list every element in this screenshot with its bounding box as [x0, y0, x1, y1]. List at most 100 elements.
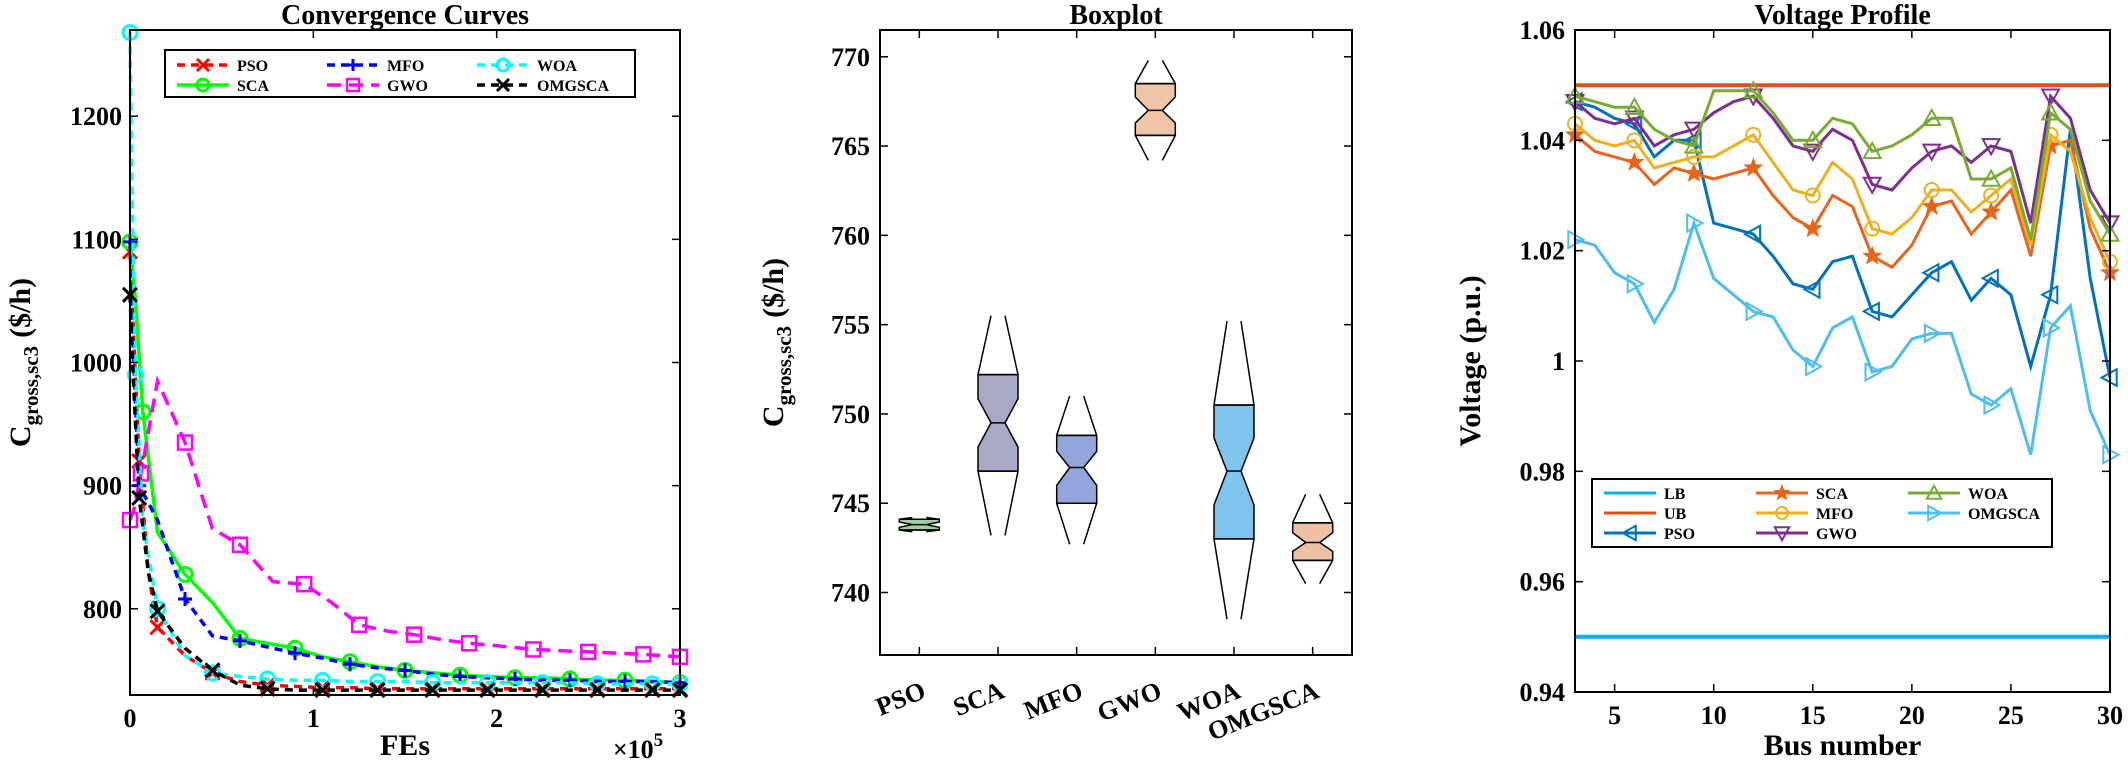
data-point: [398, 663, 412, 678]
data-point: [1981, 138, 2002, 157]
legend-label: UB: [1664, 506, 1687, 523]
chart-title: Boxplot: [1069, 0, 1163, 31]
y-tick-label: 755: [831, 311, 870, 340]
legend-item-sca: SCA: [177, 77, 269, 95]
legend-item-pso: PSO: [1604, 524, 1695, 543]
legend-label: OMGSCA: [1968, 506, 2040, 523]
x-tick-label: 0: [124, 704, 137, 733]
data-point: [1683, 135, 1705, 154]
box-lower-whisker: [1055, 502, 1098, 545]
y-tick-label: 760: [831, 221, 870, 250]
series-line-omgsca: [128, 294, 680, 692]
legend-marker: [495, 77, 511, 93]
data-point: [618, 674, 632, 689]
y-tick-label: 765: [831, 132, 870, 161]
y-tick-label: 1000: [70, 349, 122, 378]
data-point: [149, 619, 166, 636]
data-point: [1745, 126, 1762, 143]
legend-marker: [1773, 526, 1791, 543]
y-tick-label: 750: [831, 400, 870, 429]
legend-marker: [347, 59, 359, 71]
data-point: [1921, 107, 1942, 126]
legend-item-omgsca: OMGSCA: [1908, 504, 2040, 523]
data-point: [231, 536, 249, 554]
data-point: [1802, 279, 1821, 300]
series-line-woa: [1574, 89, 2112, 240]
y-tick-label: 800: [83, 595, 122, 624]
data-point: [149, 600, 166, 618]
legend-item-ub: UB: [1604, 506, 1687, 523]
y-tick-label: 1: [1552, 347, 1565, 376]
legend-box: [164, 49, 636, 98]
data-point: [1624, 151, 1645, 171]
legend-item-gwo: GWO: [327, 77, 428, 95]
data-point: [525, 641, 542, 658]
data-point: [1804, 187, 1821, 204]
data-point: [149, 603, 166, 620]
legend-marker: [1927, 504, 1944, 522]
data-point: [1862, 140, 1883, 160]
box-lower-whisker: [1292, 559, 1334, 584]
x-tick-label: SCA: [949, 676, 1008, 722]
legend-label: MFO: [387, 58, 424, 75]
series-line-sca: [1574, 133, 2112, 274]
boxplot-chart: PSO SCA MFO GWO WOAOMGSCA7407457507557607657…: [757, 0, 1353, 746]
series-group: [121, 23, 689, 699]
legend-marker: [495, 57, 511, 73]
x-tick-label: 1: [307, 704, 320, 733]
data-point: [1805, 356, 1824, 377]
data-point: [460, 635, 478, 652]
x-tick-label: 5: [1608, 701, 1621, 730]
data-point: [314, 671, 331, 689]
series-line-mfo: [128, 241, 681, 685]
data-point: [1983, 187, 2000, 204]
data-point: [259, 670, 276, 688]
data-point: [1921, 143, 1942, 162]
legend-box: [1591, 478, 2053, 548]
data-point: [1864, 361, 1883, 383]
series-line-gwo: [128, 375, 681, 659]
data-point: [131, 489, 148, 507]
legend-marker: [1925, 483, 1943, 500]
data-point: [1624, 96, 1645, 115]
legend-item-sca: SCA: [1756, 483, 1848, 503]
data-point: [635, 646, 652, 663]
data-point: [343, 657, 357, 672]
y-axis-label: Cgross,sc3 ($/h): [4, 278, 43, 447]
box-upper-whisker: [1291, 493, 1334, 524]
data-point: [2042, 317, 2062, 338]
y-axis-label-subscript: gross,sc3: [772, 326, 796, 406]
y-axis-label-subscript: gross,sc3: [19, 346, 43, 426]
box-group: [898, 59, 1334, 620]
legend-label: WOA: [1968, 486, 2008, 503]
data-point: [176, 434, 194, 451]
legend-marker: [195, 57, 211, 73]
series-line-gwo: [1574, 92, 2112, 224]
data-point: [1921, 195, 1942, 216]
data-point: [580, 643, 597, 661]
x-tick-label: GWO: [1093, 676, 1165, 728]
y-axis-label: Cgross,sc3 ($/h): [757, 258, 796, 427]
legend: PSO MFO WOA SCA GWO OMGSCA: [164, 49, 636, 98]
data-point: [1921, 262, 1940, 283]
data-point: [1980, 168, 2002, 187]
data-point: [1743, 157, 1764, 177]
legend-label: SCA: [237, 78, 269, 95]
legend-item-mfo: MFO: [327, 58, 424, 75]
y-tick-label: 1.02: [1520, 237, 1566, 266]
data-point: [1686, 212, 1705, 234]
box-sca: [977, 315, 1019, 536]
legend-item-gwo: GWO: [1756, 526, 1857, 543]
data-point: [1742, 224, 1762, 245]
data-point: [1683, 162, 1704, 182]
y-tick-label: 770: [831, 43, 870, 72]
data-point: [1981, 201, 2002, 221]
legend-item-woa: WOA: [477, 57, 577, 75]
y-tick-label: 1.06: [1520, 16, 1566, 45]
x-axis-label: Bus number: [1764, 729, 1922, 762]
y-tick-label: 1200: [70, 102, 122, 131]
legend-label: PSO: [1664, 526, 1695, 543]
legend-marker: [1773, 483, 1791, 501]
series-line-pso: [128, 251, 680, 691]
